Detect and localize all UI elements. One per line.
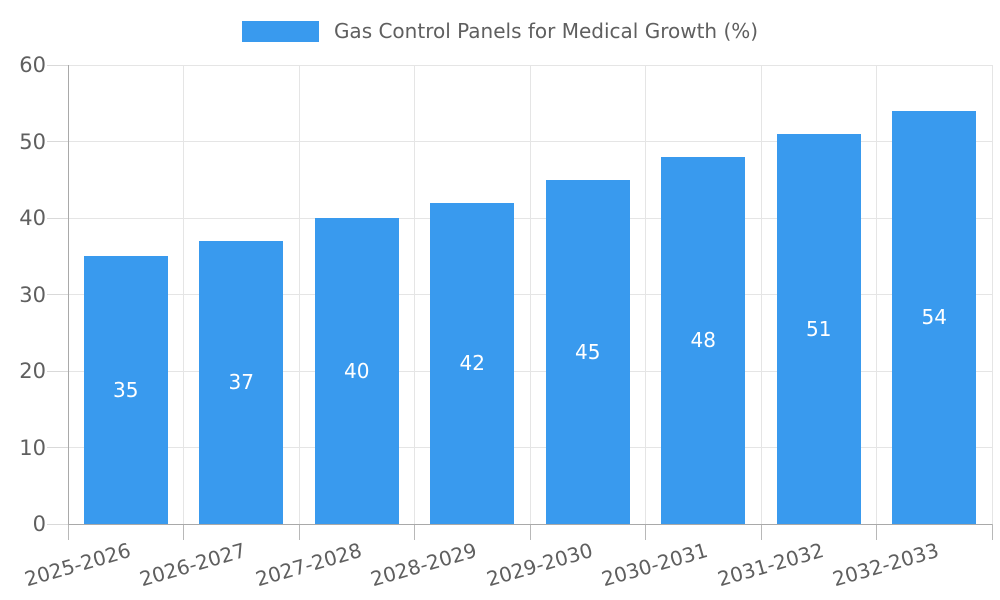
x-axis-tick [645, 524, 646, 540]
bar[interactable]: 37 [199, 240, 284, 524]
bar[interactable]: 51 [776, 133, 861, 524]
bar-value-label: 51 [806, 316, 832, 341]
y-axis-line [67, 65, 69, 524]
y-tick-label: 60 [19, 53, 46, 77]
bar-value-label: 54 [921, 305, 947, 330]
y-tick-label: 10 [19, 435, 46, 460]
bar-value-label: 40 [344, 359, 370, 383]
y-axis-tick [47, 523, 68, 525]
x-tick-label: 2029-2030 [483, 538, 596, 592]
y-tick-label: 50 [19, 129, 46, 154]
x-tick-label: 2031-2032 [714, 538, 827, 592]
x-gridline [529, 65, 531, 524]
bar-value-label: 35 [113, 378, 139, 403]
bar-value-label: 45 [575, 339, 601, 364]
x-axis-tick [414, 524, 415, 540]
y-axis-tick [47, 294, 68, 295]
x-tick-label: 2030-2031 [599, 538, 711, 592]
y-axis-tick [47, 141, 68, 142]
y-axis-tick [47, 447, 68, 448]
bar[interactable]: 42 [430, 202, 515, 524]
x-tick-label: 2032-2033 [830, 538, 942, 592]
y-axis-tick [47, 370, 68, 372]
y-tick-label: 20 [19, 359, 46, 383]
x-axis-tick [183, 524, 184, 540]
x-gridline [991, 65, 993, 524]
x-gridline [414, 65, 415, 524]
x-tick-label: 2025-2026 [21, 538, 134, 592]
x-axis-tick [991, 524, 993, 540]
y-tick-label: 30 [19, 282, 46, 307]
bar[interactable]: 54 [892, 110, 977, 524]
bar[interactable]: 48 [661, 156, 746, 524]
bar-value-label: 48 [690, 328, 716, 353]
legend-label: Gas Control Panels for Medical Growth (%… [333, 19, 759, 43]
x-tick-label: 2028-2029 [368, 538, 480, 592]
x-gridline [645, 65, 646, 524]
x-axis-tick [298, 524, 300, 540]
x-gridline [183, 65, 184, 524]
bar-value-label: 37 [228, 370, 254, 395]
x-gridline [298, 65, 300, 524]
y-tick-label: 0 [32, 512, 46, 536]
x-gridline [876, 65, 877, 524]
legend-item[interactable]: Gas Control Panels for Medical Growth (%… [0, 16, 1000, 46]
y-axis-tick [47, 64, 68, 66]
x-tick-label: 2027-2028 [252, 538, 365, 592]
x-tick-label: 2026-2027 [137, 538, 249, 592]
x-axis-line [68, 523, 992, 525]
bar[interactable]: 35 [83, 256, 168, 524]
y-tick-label: 40 [19, 206, 46, 230]
bar[interactable]: 40 [314, 218, 399, 524]
bar-value-label: 42 [459, 351, 485, 376]
legend-swatch [241, 20, 319, 42]
x-axis-tick [529, 524, 531, 540]
x-axis-tick [760, 524, 762, 540]
x-axis-tick [876, 524, 877, 540]
x-axis-tick [67, 524, 69, 540]
bar[interactable]: 45 [545, 179, 630, 524]
x-gridline [760, 65, 762, 524]
y-axis-tick [47, 217, 68, 219]
